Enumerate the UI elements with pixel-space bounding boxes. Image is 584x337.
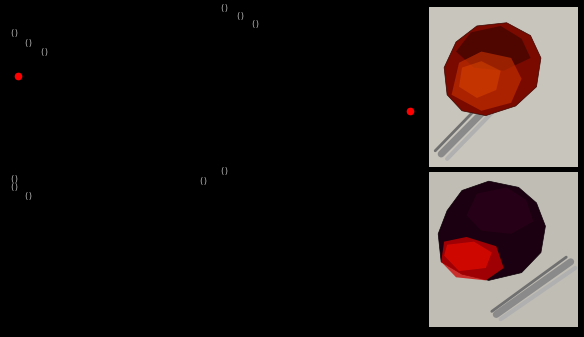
Polygon shape [456, 26, 530, 71]
Polygon shape [467, 187, 533, 234]
Polygon shape [444, 242, 492, 271]
Text: (): () [40, 48, 50, 57]
Polygon shape [459, 61, 500, 98]
Text: (): () [9, 175, 19, 184]
Text: (): () [199, 177, 208, 186]
Text: (): () [23, 192, 33, 201]
Text: (): () [9, 29, 19, 38]
Polygon shape [444, 23, 541, 116]
Text: (): () [219, 4, 229, 13]
Polygon shape [441, 237, 503, 280]
Polygon shape [438, 181, 545, 280]
Text: (): () [250, 20, 260, 29]
Text: (): () [219, 167, 229, 176]
Text: (): () [235, 12, 245, 21]
Text: (): () [9, 183, 19, 192]
Polygon shape [451, 52, 522, 111]
Text: (): () [23, 39, 33, 48]
